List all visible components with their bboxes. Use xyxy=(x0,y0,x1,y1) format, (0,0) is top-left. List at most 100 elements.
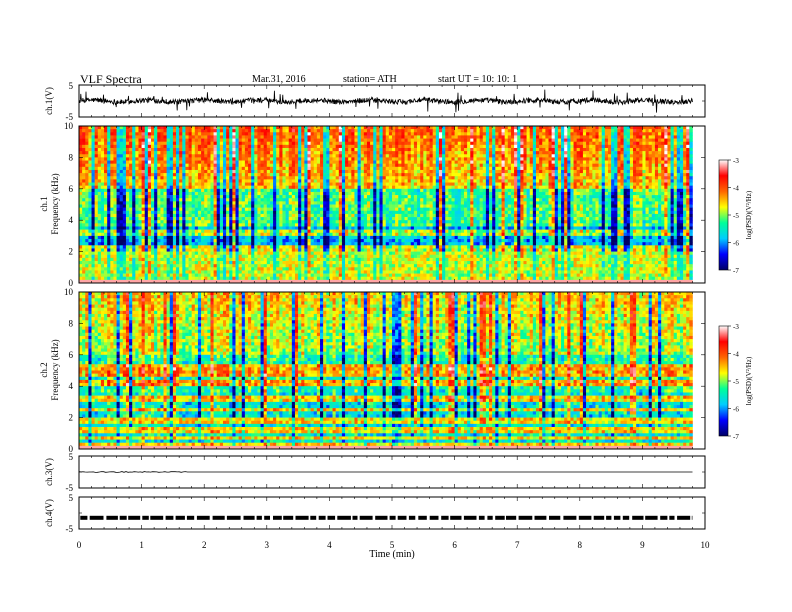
spectrogram-cell xyxy=(439,148,442,151)
spectrogram-cell xyxy=(473,126,476,129)
spectrogram-cell xyxy=(580,129,583,132)
spectrogram-cell xyxy=(351,201,354,204)
spectrogram-cell xyxy=(667,183,670,186)
spectrogram-cell xyxy=(401,129,404,132)
spectrogram-cell xyxy=(677,176,680,179)
spectrogram-cell xyxy=(686,142,689,145)
spectrogram-cell xyxy=(389,161,392,164)
spectrogram-cell xyxy=(661,192,664,195)
spectrogram-cell xyxy=(517,183,520,186)
spectrogram-cell xyxy=(189,186,192,189)
spectrogram-cell xyxy=(677,189,680,192)
spectrogram-cell xyxy=(176,145,179,148)
spectrogram-cell xyxy=(477,192,480,195)
spectrogram-cell xyxy=(530,170,533,173)
spectrogram-cell xyxy=(120,161,123,164)
spectrogram-cell xyxy=(107,139,110,142)
spectrogram-cell xyxy=(392,142,395,145)
spectrogram-cell xyxy=(354,195,357,198)
spectrogram-cell xyxy=(570,164,573,167)
spectrogram-cell xyxy=(445,135,448,138)
spectrogram-cell xyxy=(683,161,686,164)
spectrogram-cell xyxy=(214,142,217,145)
spectrogram-cell xyxy=(339,189,342,192)
spectrogram-cell xyxy=(511,161,514,164)
spectrogram-cell xyxy=(451,176,454,179)
spectrogram-cell xyxy=(107,179,110,182)
spectrogram-cell xyxy=(436,145,439,148)
spectrogram-cell xyxy=(254,132,257,135)
spectrogram-cell xyxy=(254,164,257,167)
spectrogram-cell xyxy=(185,129,188,132)
spectrogram-cell xyxy=(110,145,113,148)
spectrogram-cell xyxy=(185,179,188,182)
spectrogram-cell xyxy=(151,161,154,164)
spectrogram-cell xyxy=(135,135,138,138)
spectrogram-cell xyxy=(220,154,223,157)
spectrogram-cell xyxy=(95,195,98,198)
spectrogram-cell xyxy=(358,161,361,164)
spectrogram-cell xyxy=(520,139,523,142)
spectrogram-cell xyxy=(605,142,608,145)
spectrogram-cell xyxy=(442,135,445,138)
spectrogram-cell xyxy=(545,164,548,167)
spectrogram-cell xyxy=(323,179,326,182)
spectrogram-cell xyxy=(592,148,595,151)
spectrogram-cell xyxy=(486,148,489,151)
spectrogram-cell xyxy=(461,201,464,204)
spectrogram-cell xyxy=(217,201,220,204)
spectrogram-cell xyxy=(614,148,617,151)
spectrogram-cell xyxy=(257,179,260,182)
spectrogram-cell xyxy=(314,161,317,164)
spectrogram-cell xyxy=(577,179,580,182)
spectrogram-cell xyxy=(646,170,649,173)
spectrogram-cell xyxy=(473,142,476,145)
spectrogram-cell xyxy=(595,183,598,186)
spectrogram-cell xyxy=(79,132,82,135)
spectrogram-cell xyxy=(351,151,354,154)
spectrogram-cell xyxy=(467,145,470,148)
spectrogram-cell xyxy=(195,192,198,195)
spectrogram-cell xyxy=(401,173,404,176)
spectrogram-cell xyxy=(145,135,148,138)
spectrogram-cell xyxy=(210,148,213,151)
spectrogram-cell xyxy=(333,148,336,151)
spectrogram-cell xyxy=(495,167,498,170)
spectrogram-cell xyxy=(176,189,179,192)
spectrogram-cell xyxy=(602,148,605,151)
spectrogram-cell xyxy=(167,189,170,192)
spectrogram-cell xyxy=(611,151,614,154)
spectrogram-cell xyxy=(79,161,82,164)
spectrogram-cell xyxy=(677,157,680,160)
spectrogram-cell xyxy=(182,186,185,189)
spectrogram-cell xyxy=(333,195,336,198)
spectrogram-cell xyxy=(298,183,301,186)
spectrogram-cell xyxy=(420,145,423,148)
spectrogram-cell xyxy=(439,183,442,186)
spectrogram-cell xyxy=(542,157,545,160)
spectrogram-cell xyxy=(98,139,101,142)
spectrogram-cell xyxy=(649,192,652,195)
spectrogram-cell xyxy=(680,170,683,173)
spectrogram-cell xyxy=(145,129,148,132)
spectrogram-cell xyxy=(448,198,451,201)
spectrogram-cell xyxy=(458,179,461,182)
spectrogram-cell xyxy=(333,198,336,201)
spectrogram-cell xyxy=(561,195,564,198)
spectrogram-cell xyxy=(176,135,179,138)
spectrogram-cell xyxy=(170,173,173,176)
spectrogram-cell xyxy=(229,179,232,182)
spectrogram-cell xyxy=(226,132,229,135)
spectrogram-cell xyxy=(561,129,564,132)
spectrogram-cell xyxy=(85,192,88,195)
spectrogram-cell xyxy=(79,151,82,154)
spectrogram-cell xyxy=(527,186,530,189)
spectrogram-cell xyxy=(599,157,602,160)
spectrogram-cell xyxy=(549,145,552,148)
spectrogram-cell xyxy=(282,148,285,151)
spectrogram-cell xyxy=(289,195,292,198)
spectrogram-cell xyxy=(589,157,592,160)
spectrogram-cell xyxy=(599,139,602,142)
spectrogram-cell xyxy=(555,201,558,204)
spectrogram-cell xyxy=(132,198,135,201)
